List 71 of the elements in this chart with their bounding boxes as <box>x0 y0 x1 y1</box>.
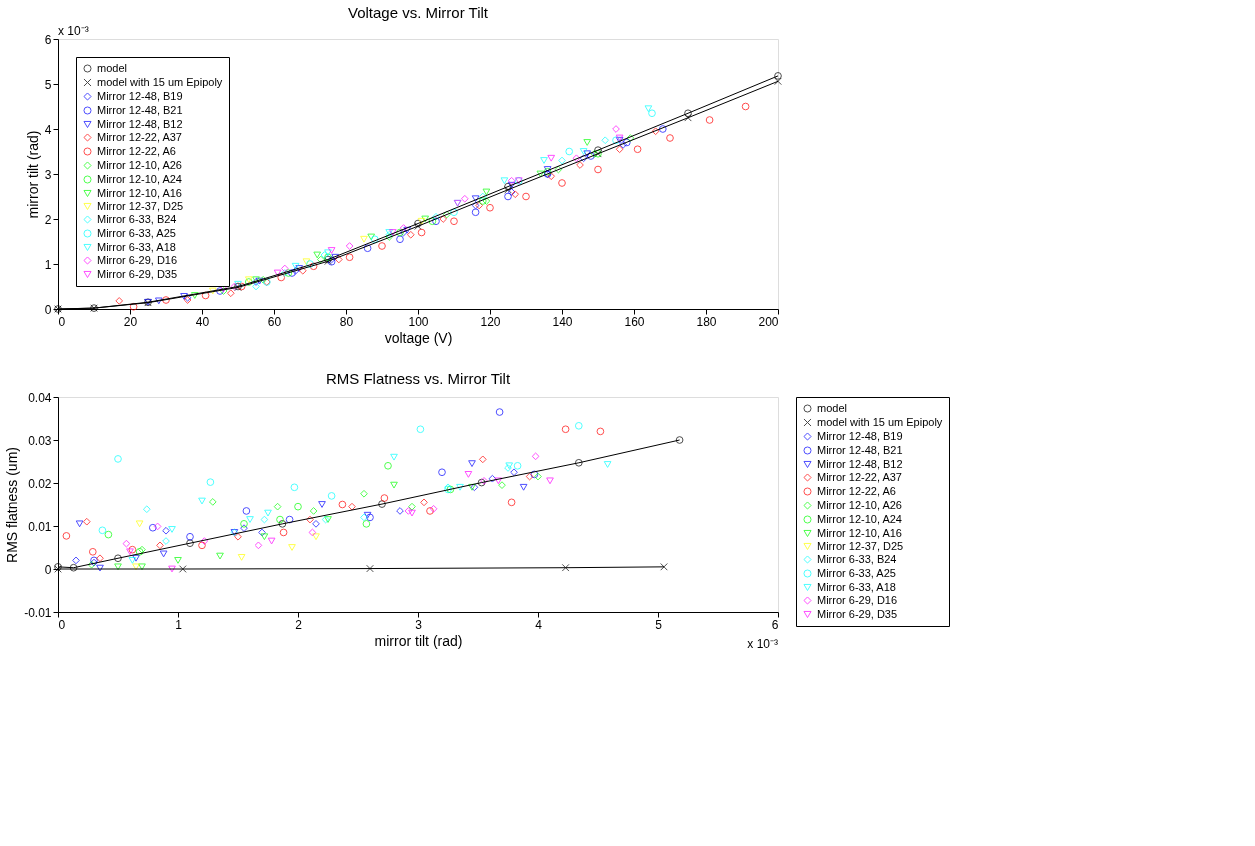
y-tick-label: 1 <box>44 257 52 272</box>
y-tick-label: 0.03 <box>28 433 52 448</box>
legend-label: Mirror 6-33, A18 <box>97 240 176 253</box>
y-tick-label: 4 <box>44 122 52 137</box>
legend-label: model with 15 um Epipoly <box>97 75 223 88</box>
legend-label: Mirror 12-22, A37 <box>817 470 902 483</box>
legend-label: Mirror 12-37, D25 <box>97 199 184 212</box>
legend-label: model <box>817 401 847 414</box>
legend-label: Mirror 6-29, D35 <box>97 267 178 280</box>
legend-label: Mirror 12-10, A24 <box>817 512 902 525</box>
x-tick-label: 60 <box>267 314 282 329</box>
x-tick-label: 100 <box>408 314 429 329</box>
legend-label: Mirror 12-10, A16 <box>97 186 182 199</box>
y-tick-label: 6 <box>44 32 52 47</box>
legend-label: Mirror 12-37, D25 <box>817 539 904 552</box>
legend-label: Mirror 6-33, B24 <box>97 212 177 225</box>
legend-label: Mirror 12-48, B21 <box>817 443 903 456</box>
x-tick-label: 180 <box>696 314 717 329</box>
text: x 10⁻³ <box>747 637 778 651</box>
y-tick-label: 0 <box>44 302 52 317</box>
y-tick-label: 0.01 <box>28 519 52 534</box>
y-tick-label: 0.02 <box>28 476 52 491</box>
y-tick-label: 3 <box>44 167 52 182</box>
legend-label: Mirror 12-48, B12 <box>97 117 183 130</box>
x-tick-label: 6 <box>771 617 779 632</box>
y-tick-label: 0.04 <box>28 390 52 405</box>
x-tick-label: 200 <box>758 314 779 329</box>
legend-label: Mirror 6-33, B24 <box>817 552 897 565</box>
x-tick-label: 160 <box>624 314 645 329</box>
legend-label: Mirror 12-22, A6 <box>817 484 896 497</box>
legend-label: Mirror 12-48, B19 <box>817 429 903 442</box>
y-tick-label: 0 <box>44 562 52 577</box>
legend-label: Mirror 12-10, A26 <box>817 498 902 511</box>
legend-label: Mirror 12-48, B19 <box>97 89 183 102</box>
x-tick-label: 0 <box>58 314 66 329</box>
x-tick-label: 20 <box>123 314 138 329</box>
y-tick-label: 5 <box>44 77 52 92</box>
legend-label: model with 15 um Epipoly <box>817 415 943 428</box>
x-tick-label: 1 <box>175 617 183 632</box>
chart-title: Voltage vs. Mirror Tilt <box>347 4 489 21</box>
legend-label: Mirror 6-29, D16 <box>97 253 178 266</box>
legend-label: Mirror 12-10, A24 <box>97 172 182 185</box>
legend-label: Mirror 12-22, A6 <box>97 144 176 157</box>
legend-label: Mirror 12-10, A16 <box>817 526 902 539</box>
legend-label: Mirror 6-29, D16 <box>817 593 898 606</box>
legend-label: Mirror 12-48, B12 <box>817 457 903 470</box>
x-tick-label: 40 <box>195 314 210 329</box>
legend-label: Mirror 12-22, A37 <box>97 130 182 143</box>
y-tick-label: 2 <box>44 212 52 227</box>
y-axis-title: mirror tilt (rad) <box>24 130 41 219</box>
legend-label: Mirror 6-33, A25 <box>817 566 896 579</box>
x-tick-label: 4 <box>535 617 543 632</box>
legend-label: Mirror 6-33, A25 <box>97 226 176 239</box>
y-tick-label: -0.01 <box>24 605 52 620</box>
x-axis-title: voltage (V) <box>384 329 453 346</box>
x-tick-label: 140 <box>552 314 573 329</box>
x-axis-title: mirror tilt (rad) <box>374 632 463 649</box>
legend-label: Mirror 6-33, A18 <box>817 580 896 593</box>
text: x 10⁻³ <box>58 24 89 38</box>
chart-title: RMS Flatness vs. Mirror Tilt <box>325 370 511 387</box>
x-tick-label: 3 <box>415 617 423 632</box>
legend-label: Mirror 6-29, D35 <box>817 607 898 620</box>
legend-label: model <box>97 61 127 74</box>
legend-label: Mirror 12-10, A26 <box>97 158 182 171</box>
x-tick-label: 2 <box>295 617 303 632</box>
x-tick-label: 0 <box>58 617 66 632</box>
legend-label: Mirror 12-48, B21 <box>97 103 183 116</box>
x-tick-label: 80 <box>339 314 354 329</box>
x-tick-label: 120 <box>480 314 501 329</box>
y-axis-title: RMS flatness (um) <box>4 447 21 563</box>
x-tick-label: 5 <box>655 617 663 632</box>
